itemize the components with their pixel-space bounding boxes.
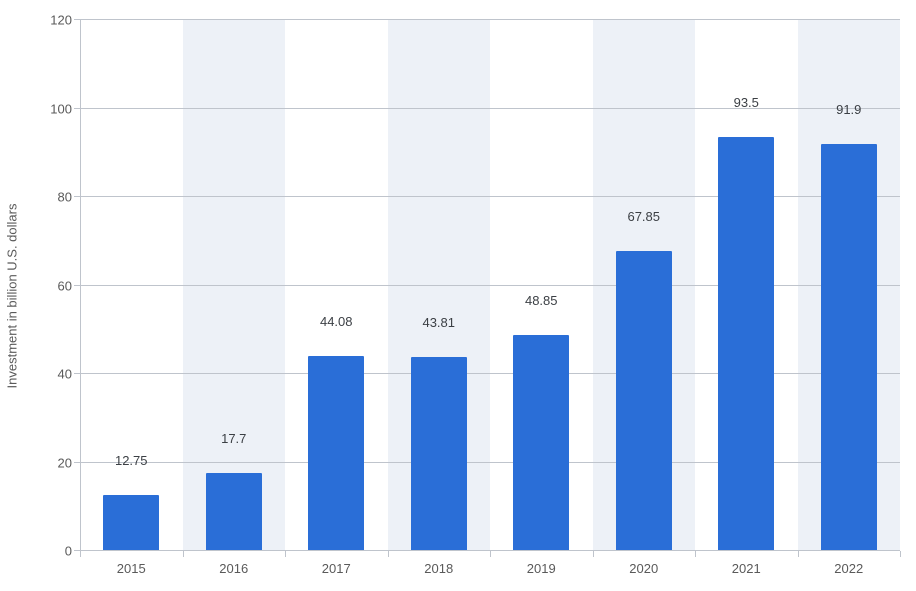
grid-line xyxy=(80,285,900,286)
plot-area: 02040608010012012.75201517.7201644.08201… xyxy=(80,20,900,551)
bar-value-label: 48.85 xyxy=(525,293,558,314)
bar[interactable] xyxy=(821,144,877,551)
y-tick-label: 100 xyxy=(50,101,80,116)
bar-value-label: 43.81 xyxy=(422,315,455,336)
x-tick-label: 2020 xyxy=(629,551,658,576)
bar-value-label: 17.7 xyxy=(221,431,246,452)
y-tick-label: 40 xyxy=(58,367,80,382)
bar[interactable] xyxy=(206,473,262,551)
x-tick-mark xyxy=(695,551,696,557)
y-tick-label: 20 xyxy=(58,455,80,470)
x-tick-label: 2018 xyxy=(424,551,453,576)
y-tick-label: 0 xyxy=(65,544,80,559)
x-tick-label: 2022 xyxy=(834,551,863,576)
x-tick-label: 2016 xyxy=(219,551,248,576)
bar[interactable] xyxy=(411,357,467,551)
bar-value-label: 44.08 xyxy=(320,314,353,335)
grid-line xyxy=(80,373,900,374)
x-tick-mark xyxy=(490,551,491,557)
bar[interactable] xyxy=(103,495,159,551)
bar-value-label: 93.5 xyxy=(734,95,759,116)
bar[interactable] xyxy=(308,356,364,551)
x-tick-mark xyxy=(798,551,799,557)
x-tick-mark xyxy=(80,551,81,557)
bar-value-label: 12.75 xyxy=(115,453,148,474)
x-tick-label: 2015 xyxy=(117,551,146,576)
y-tick-label: 120 xyxy=(50,13,80,28)
bar[interactable] xyxy=(616,251,672,551)
y-tick-label: 60 xyxy=(58,278,80,293)
bar-value-label: 91.9 xyxy=(836,102,861,123)
bar[interactable] xyxy=(513,335,569,551)
bar-value-label: 67.85 xyxy=(627,209,660,230)
x-tick-mark xyxy=(285,551,286,557)
grid-line xyxy=(80,108,900,109)
x-tick-label: 2019 xyxy=(527,551,556,576)
grid-line xyxy=(80,196,900,197)
x-tick-label: 2017 xyxy=(322,551,351,576)
investment-bar-chart: Investment in billion U.S. dollars 02040… xyxy=(0,0,916,591)
y-tick-label: 80 xyxy=(58,190,80,205)
grid-line xyxy=(80,462,900,463)
x-tick-mark xyxy=(593,551,594,557)
x-tick-mark xyxy=(900,551,901,557)
x-tick-label: 2021 xyxy=(732,551,761,576)
grid-line xyxy=(80,19,900,20)
y-axis-line xyxy=(80,20,81,551)
y-axis-title: Investment in billion U.S. dollars xyxy=(5,203,20,388)
alt-band xyxy=(183,20,286,551)
bar[interactable] xyxy=(718,137,774,551)
x-axis-line xyxy=(80,550,900,551)
x-tick-mark xyxy=(183,551,184,557)
x-tick-mark xyxy=(388,551,389,557)
